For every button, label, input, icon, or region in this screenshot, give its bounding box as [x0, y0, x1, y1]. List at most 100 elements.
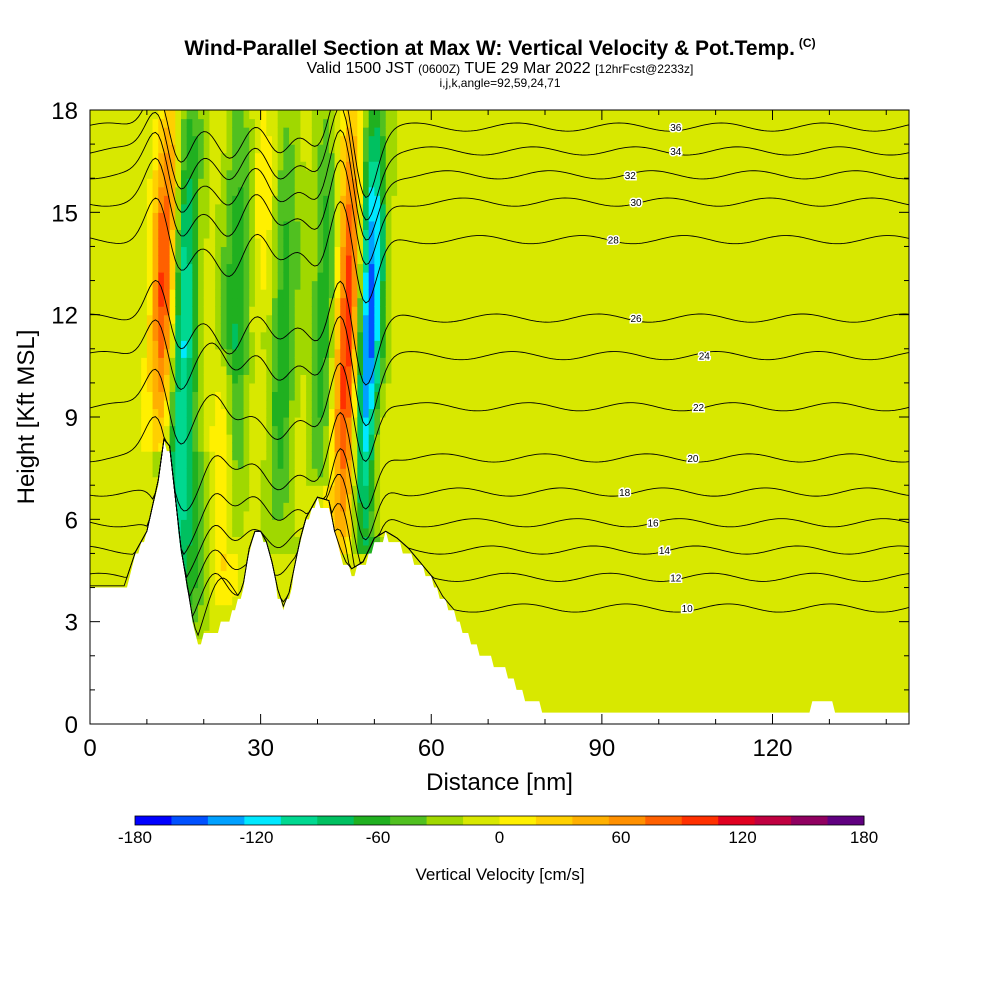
w-cell [482, 510, 489, 520]
w-cell [419, 374, 427, 384]
w-cell [146, 237, 154, 248]
w-cell [249, 399, 256, 410]
w-cell [169, 195, 176, 205]
w-cell [289, 118, 296, 128]
w-cell [249, 502, 256, 512]
w-cell [124, 382, 131, 393]
w-cell [294, 434, 302, 444]
w-cell [419, 476, 427, 486]
w-cell [368, 110, 375, 120]
w-cell [380, 110, 387, 120]
w-cell [402, 408, 410, 418]
w-cell [351, 553, 358, 563]
w-cell [289, 152, 296, 162]
w-cell [317, 382, 324, 393]
w-cell [141, 110, 148, 120]
w-cell [300, 510, 307, 520]
w-cell [215, 144, 222, 154]
w-cell [459, 468, 466, 478]
w-cell [226, 604, 233, 614]
w-cell [254, 110, 262, 120]
w-cell [391, 331, 398, 341]
w-cell [380, 280, 387, 290]
w-cell [306, 186, 313, 196]
w-cell [175, 152, 182, 162]
w-cell [345, 144, 353, 154]
w-cell [351, 127, 358, 137]
w-cell [186, 254, 193, 265]
w-cell [209, 459, 216, 469]
w-cell [311, 229, 319, 239]
w-cell [203, 178, 211, 188]
w-cell [152, 212, 159, 222]
w-cell [448, 314, 455, 324]
w-cell [306, 306, 313, 316]
w-cell [169, 169, 176, 179]
w-cell [186, 161, 193, 171]
w-cell [152, 110, 159, 120]
w-cell [226, 220, 233, 230]
w-cell [414, 434, 421, 444]
w-cell [368, 391, 375, 401]
w-cell [226, 144, 233, 154]
w-cell [363, 434, 370, 444]
w-cell [146, 297, 154, 307]
w-cell [334, 459, 341, 469]
w-cell [402, 195, 410, 205]
w-cell [380, 127, 387, 137]
w-cell [266, 382, 273, 393]
w-cell [243, 118, 250, 128]
w-cell [163, 314, 171, 324]
w-cell [124, 459, 131, 469]
w-cell [357, 229, 364, 239]
w-cell [226, 408, 233, 418]
w-cell [459, 161, 466, 171]
w-cell [289, 476, 296, 486]
w-cell [357, 553, 364, 563]
w-cell [192, 314, 199, 324]
w-cell [90, 195, 97, 205]
w-cell [317, 459, 324, 469]
w-cell [300, 476, 307, 486]
w-cell [334, 314, 341, 324]
w-cell [482, 561, 489, 572]
w-cell [454, 408, 461, 418]
w-cell [476, 579, 484, 589]
w-cell [220, 144, 228, 154]
w-cell [243, 110, 250, 120]
w-cell [272, 289, 279, 299]
w-cell [465, 169, 472, 179]
w-cell [152, 468, 159, 478]
w-cell [203, 110, 211, 120]
w-cell [323, 348, 330, 358]
w-cell [192, 348, 199, 358]
w-cell [283, 579, 290, 589]
w-cell [328, 323, 336, 333]
w-cell [95, 459, 102, 469]
w-cell [300, 314, 307, 324]
w-cell [442, 186, 449, 196]
w-cell [141, 169, 148, 179]
w-cell [374, 127, 381, 137]
w-cell [471, 459, 478, 469]
w-cell [380, 510, 387, 520]
w-cell [431, 135, 438, 145]
w-cell [345, 425, 353, 435]
w-cell [465, 178, 472, 188]
w-cell [306, 314, 313, 324]
w-cell [465, 442, 472, 452]
w-cell [129, 374, 137, 384]
w-cell [112, 110, 120, 120]
w-cell [311, 399, 319, 410]
w-cell [323, 229, 330, 239]
w-cell [226, 468, 233, 478]
w-cell [186, 178, 193, 188]
w-cell [95, 374, 102, 384]
w-cell [272, 161, 279, 171]
w-cell [328, 195, 336, 205]
w-cell [465, 110, 472, 120]
w-cell [340, 357, 347, 367]
w-cell [471, 323, 478, 333]
w-cell [232, 246, 239, 256]
w-cell [107, 519, 114, 529]
